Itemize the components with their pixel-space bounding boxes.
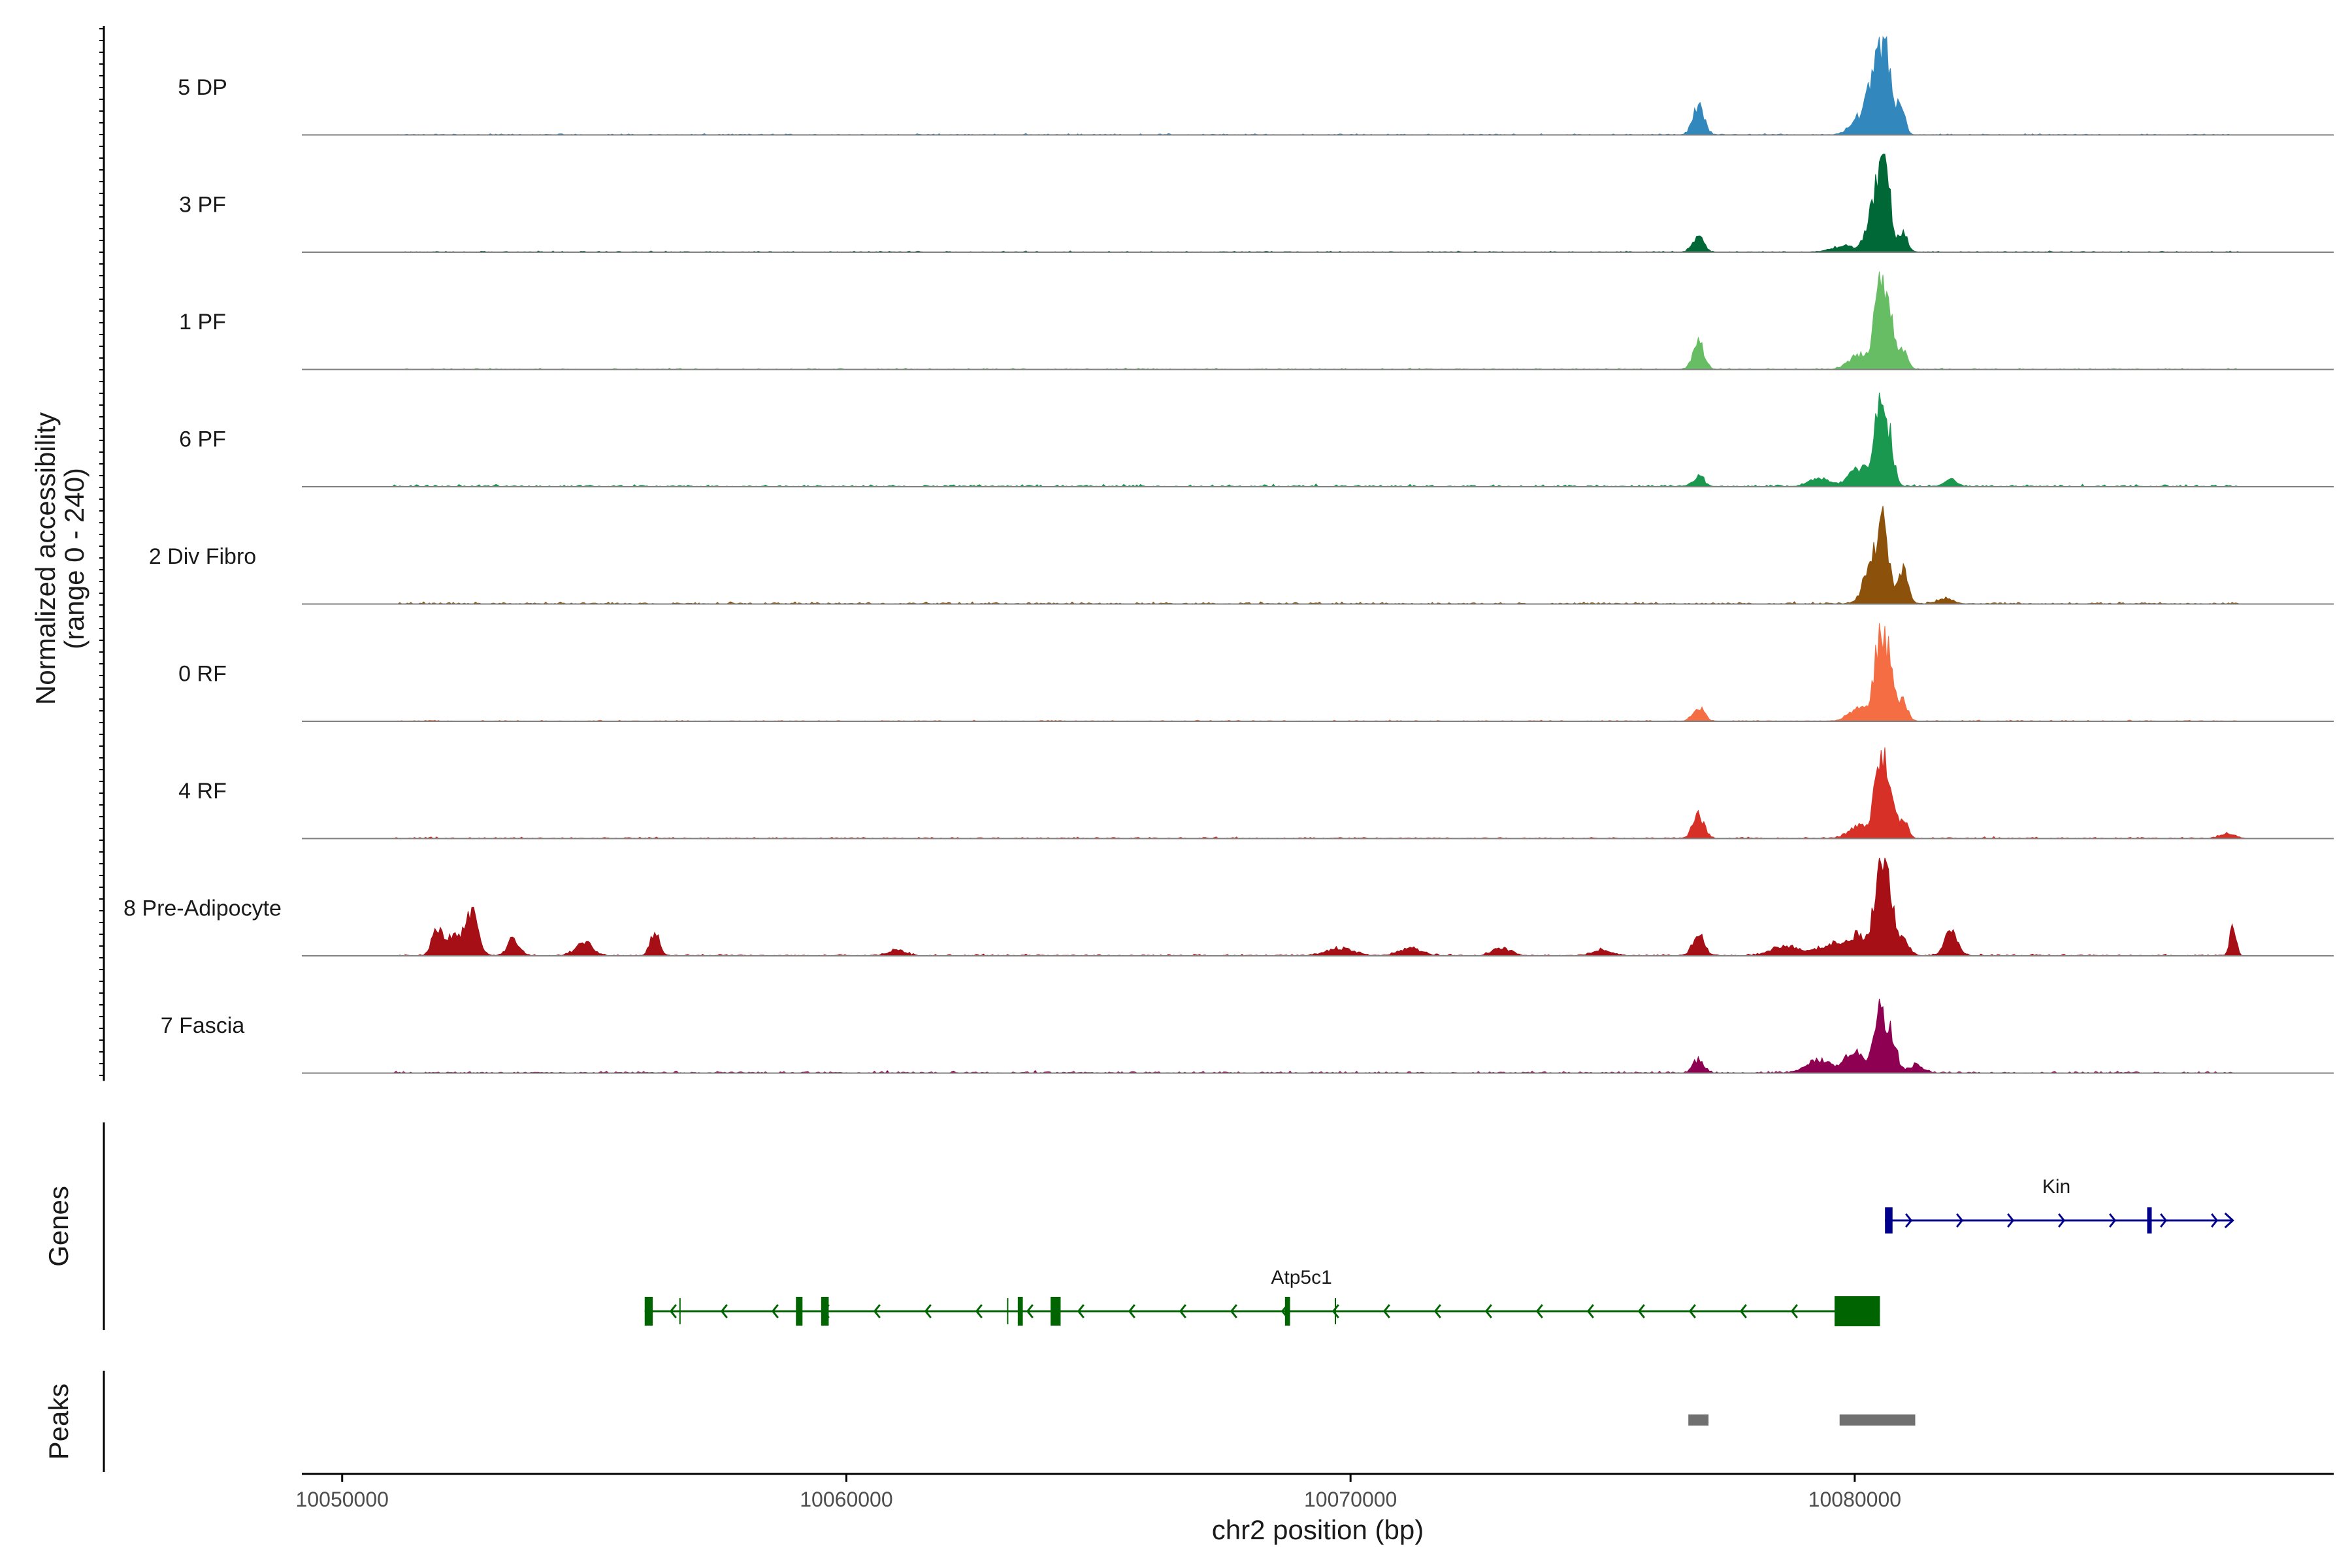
track-2-div-fibro: 2 Div Fibro [149, 506, 2334, 605]
track-0-rf: 0 RF [178, 623, 2334, 722]
y-axis-title-line1: Normalized accessibility [30, 412, 61, 705]
track-label-4-rf: 4 RF [178, 779, 227, 804]
x-tick-label: 10080000 [1808, 1488, 1901, 1511]
strand-arrow [1077, 1304, 1085, 1318]
strand-arrow [1905, 1213, 1913, 1228]
strand-arrow [1179, 1304, 1186, 1318]
track-6-pf: 6 PF [179, 392, 2334, 487]
gene-exon [821, 1297, 829, 1326]
track-label-8-pre-adipocyte: 8 Pre-Adipocyte [123, 896, 282, 921]
x-tick-label: 10050000 [296, 1488, 389, 1511]
strand-arrow [2058, 1213, 2066, 1228]
x-tick-label: 10060000 [800, 1488, 892, 1511]
strand-arrow [1956, 1213, 1964, 1228]
strand-arrow [720, 1304, 728, 1318]
gene-exon [1284, 1297, 1290, 1326]
peak-region [1688, 1414, 1709, 1426]
gene-exon [644, 1297, 653, 1326]
track-4-rf: 4 RF [178, 747, 2334, 840]
strand-arrow [1637, 1304, 1645, 1318]
x-axis: 10050000 10060000 10070000 10080000 [296, 1473, 2334, 1511]
strand-arrow [1433, 1304, 1441, 1318]
genes-track-label: Genes [43, 1186, 74, 1267]
strand-arrow [771, 1304, 779, 1318]
gene-kin: Kin [1885, 1176, 2234, 1233]
gene-atp5c1: Atp5c1 [644, 1267, 1880, 1326]
strand-arrow [1382, 1304, 1390, 1318]
track-5-dp: 5 DP [178, 35, 2334, 136]
track-label-6-pf: 6 PF [179, 427, 226, 452]
strand-arrow [1331, 1304, 1339, 1318]
strand-arrow [975, 1304, 983, 1318]
strand-arrow [1739, 1304, 1747, 1318]
gene-models: Kin Atp5c1 [644, 1176, 2234, 1326]
strand-arrow [2109, 1213, 2117, 1228]
x-tick-label: 10070000 [1304, 1488, 1397, 1511]
track-label-5-dp: 5 DP [178, 75, 227, 100]
strand-arrow [2160, 1213, 2168, 1228]
track-label-7-fascia: 7 Fascia [161, 1013, 245, 1038]
y-axis [99, 26, 105, 1081]
strand-arrow [2224, 1212, 2234, 1229]
track-1-pf: 1 PF [179, 271, 2334, 370]
strand-arrow [1026, 1304, 1034, 1318]
track-label-3-pf: 3 PF [179, 193, 226, 218]
x-axis-title: chr2 position (bp) [1212, 1514, 1424, 1545]
genes-panel: Genes Kin Atp5c1 [43, 1122, 2234, 1330]
peak-regions [1688, 1414, 1916, 1426]
strand-arrow [669, 1304, 677, 1318]
track-label-2-div-fibro: 2 Div Fibro [149, 544, 256, 569]
track-label-1-pf: 1 PF [179, 310, 226, 335]
peaks-panel: Peaks [43, 1371, 1916, 1472]
coverage-tracks: 5 DP 3 PF 1 PF 6 PF 2 Div Fibro 0 RF 4 RF 8 Pre… [123, 35, 2334, 1074]
peak-region [1839, 1414, 1916, 1426]
strand-arrow [1535, 1304, 1543, 1318]
strand-arrow [2211, 1213, 2219, 1228]
strand-arrow [1688, 1304, 1696, 1318]
track-8-pre-adipocyte: 8 Pre-Adipocyte [123, 857, 2334, 956]
peaks-track-label: Peaks [43, 1384, 74, 1460]
strand-arrow [1586, 1304, 1594, 1318]
gene-exon [796, 1297, 803, 1326]
gene-exon [2147, 1207, 2152, 1233]
gene-exon [1885, 1207, 1893, 1233]
strand-arrow [924, 1304, 932, 1318]
strand-arrow [1790, 1304, 1798, 1318]
gene-exon [1835, 1296, 1880, 1326]
gene-exon [1050, 1297, 1061, 1326]
gene-label-atp5c1: Atp5c1 [1271, 1267, 1331, 1288]
track-3-pf: 3 PF [179, 154, 2334, 253]
y-axis-title-line2: (range 0 - 240) [59, 468, 90, 649]
gene-exon [1017, 1297, 1023, 1326]
track-label-0-rf: 0 RF [178, 662, 227, 687]
strand-arrow [1484, 1304, 1492, 1318]
track-7-fascia: 7 Fascia [161, 998, 2334, 1074]
strand-arrow [873, 1304, 881, 1318]
strand-arrow [1230, 1304, 1237, 1318]
gene-label-kin: Kin [2042, 1176, 2070, 1198]
strand-arrow [2007, 1213, 2015, 1228]
strand-arrow [1128, 1304, 1135, 1318]
